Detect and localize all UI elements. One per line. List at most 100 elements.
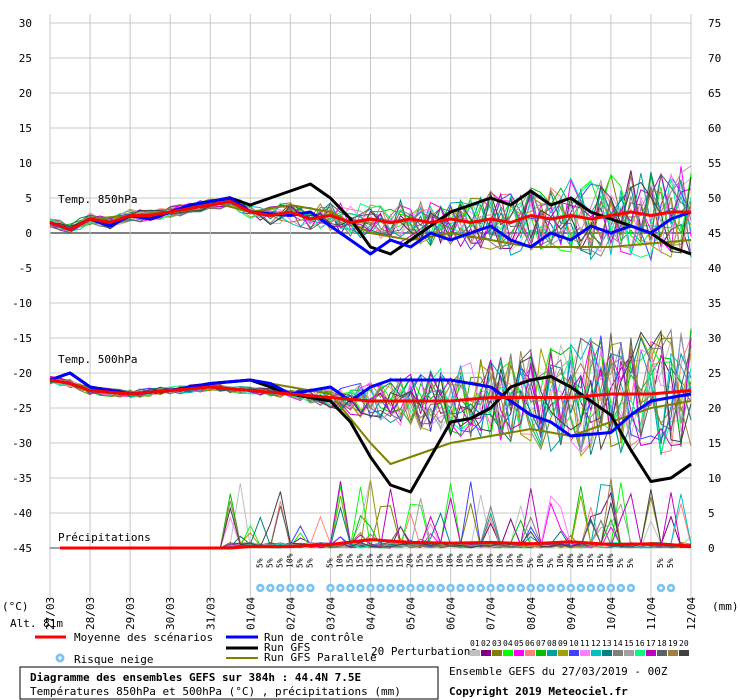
perturbation-number: 08 (547, 639, 557, 648)
left-tick-label: -45 (12, 542, 32, 555)
snowflake-icon (376, 583, 385, 593)
snow-risk-pct: 10% (496, 553, 505, 568)
right-tick-label: 75 (708, 17, 721, 30)
x-tick-label: 28/03 (84, 597, 97, 630)
perturbation-swatch (635, 650, 645, 656)
left-tick-label: -10 (12, 297, 32, 310)
left-tick-label: 0 (25, 227, 32, 240)
left-unit: (°C) (2, 600, 29, 613)
snow-risk-pct: 10% (285, 553, 294, 568)
right-tick-label: 5 (708, 507, 715, 520)
left-tick-label: 5 (25, 192, 32, 205)
snowflake-icon (296, 583, 305, 593)
snow-risk-pct: 10% (606, 553, 615, 568)
snowflake-icon-core (459, 586, 463, 590)
snowflake-icon (266, 583, 275, 593)
right-tick-label: 45 (708, 227, 721, 240)
left-tick-label: 15 (19, 122, 32, 135)
snowflake-icon (346, 583, 355, 593)
snowflake-icon-core (489, 586, 493, 590)
snowflake-icon (536, 583, 545, 593)
run-de-controle-t850-line (49, 196, 692, 256)
snow-risk-pct: 5% (546, 558, 555, 568)
snowflake-icon (486, 583, 495, 593)
x-tick-label: 31/03 (204, 597, 217, 630)
left-tick-label: -40 (12, 507, 32, 520)
snow-risk-row: 5% 5% 5% 10% 5% 5% 5% 10% 15% 15% 15% 15% 15% 15% 20% 1… (255, 553, 676, 593)
perturbation-swatch (547, 650, 557, 656)
snow-risk-pct: 5% (666, 558, 675, 568)
snow-risk-pct: 10% (446, 553, 455, 568)
snowflake-icon (626, 583, 636, 593)
right-tick-label: 20 (708, 402, 721, 415)
footer-title: Diagramme des ensembles GEFS sur 384h : … (30, 671, 361, 684)
snow-risk-pct: 10% (456, 553, 465, 568)
snow-risk-pct: 5% (656, 558, 665, 568)
perturbation-swatch (602, 650, 612, 656)
snowflake-icon (456, 583, 465, 593)
snow-risk-pct: 15% (506, 553, 515, 568)
perturbation-number: 15 (624, 639, 634, 648)
snow-risk-pct: 15% (396, 553, 405, 568)
snowflake-icon (446, 583, 455, 593)
perturbation-swatch (591, 650, 601, 656)
snowflake-icon-core (328, 586, 332, 590)
snow-risk-pct: 15% (345, 553, 354, 568)
label-t850: Temp. 850hPa (58, 193, 137, 206)
snow-risk-pct: 20% (406, 553, 415, 568)
snow-risk-pct: 5% (275, 558, 284, 568)
perturbation-swatch (657, 650, 667, 656)
snow-risk-pct: 10% (486, 553, 495, 568)
snowflake-icon-core (509, 586, 513, 590)
perturbation-swatch (558, 650, 568, 656)
perturbation-number: 07 (536, 639, 546, 648)
snowflake-icon-core (298, 586, 302, 590)
perturbation-number: 01 (470, 639, 480, 648)
snow-risk-pct: 10% (436, 553, 445, 568)
snowflake-icon (426, 583, 435, 593)
right-tick-label: 30 (708, 332, 721, 345)
panel-labels: Temp. 850hPa Temp. 500hPa Précipitations… (2, 193, 739, 630)
snow-risk-pct: 5% (255, 558, 264, 568)
snow-risk-pct: 10% (335, 553, 344, 568)
perturbation-number: 11 (580, 639, 590, 648)
perturbation-number: 03 (492, 639, 502, 648)
snow-risk-pct: 15% (366, 553, 375, 568)
legend-gfs-parallel-label: Run GFS Parallele (264, 651, 377, 664)
snowflake-icon-core (419, 586, 423, 590)
x-tick-label: 06/04 (445, 597, 458, 630)
snow-risk-pct: 5% (526, 558, 535, 568)
perturbation-swatch (668, 650, 678, 656)
label-t500: Temp. 500hPa (58, 353, 137, 366)
perturbation-number: 10 (569, 639, 579, 648)
right-tick-label: 35 (708, 297, 721, 310)
snowflake-icon-core (569, 586, 573, 590)
snowflake-icon-core (268, 586, 272, 590)
snowflake-icon (506, 583, 515, 593)
snow-risk-pct: 15% (586, 553, 595, 568)
snowflake-icon-core (659, 586, 663, 590)
snowflake-icon-core (519, 586, 523, 590)
alt-label: Alt. 81m (10, 617, 63, 630)
snowflake-icon-core (559, 586, 563, 590)
snow-risk-pct: 10% (536, 553, 545, 568)
left-tick-label: 25 (19, 52, 32, 65)
right-unit: (mm) (712, 600, 739, 613)
snow-risk-pct: 10% (476, 553, 485, 568)
perturbation-swatch (679, 650, 689, 656)
left-tick-label: -30 (12, 437, 32, 450)
snowflake-icon-core (338, 586, 342, 590)
perturbation-t850-line (49, 173, 692, 252)
snowflake-icon-core (379, 586, 383, 590)
right-tick-label: 25 (708, 367, 721, 380)
snow-risk-pct: 5% (295, 558, 304, 568)
legend-perturbations-label: 20 Perturbations (371, 645, 477, 658)
snowflake-icon-core (369, 586, 372, 590)
snowflake-icon (576, 583, 586, 593)
left-tick-label: -35 (12, 472, 32, 485)
perturbation-number: 04 (503, 639, 513, 648)
snow-risk-pct: 15% (416, 553, 425, 568)
x-tick-label: 02/04 (284, 597, 297, 630)
